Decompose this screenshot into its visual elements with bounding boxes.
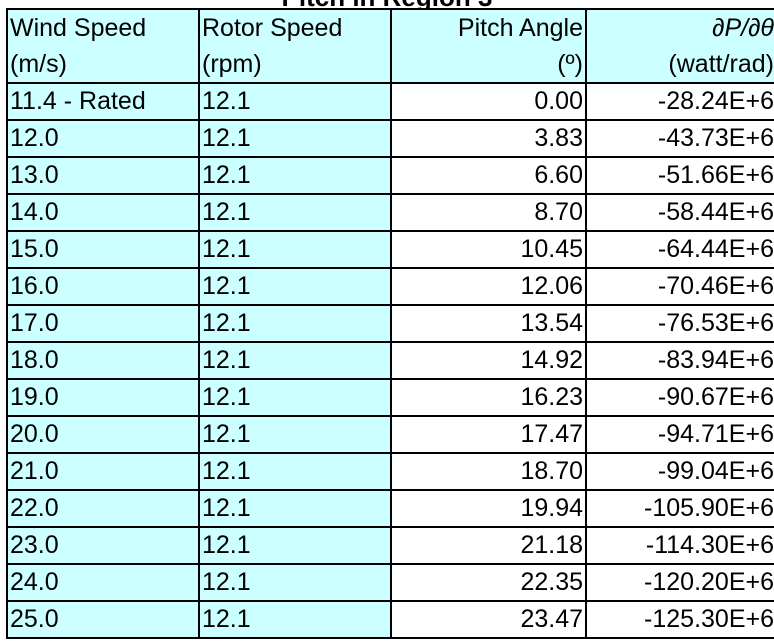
dp-dtheta-cell: -99.04E+6 [585,452,774,491]
wind-speed-cell: 25.0 [6,600,200,639]
table-row: 25.0 12.1 23.47 -125.30E+6 [6,600,774,639]
table-row: 18.0 12.1 14.92 -83.94E+6 [6,341,774,380]
dp-dtheta-cell: -58.44E+6 [585,193,774,232]
pitch-angle-cell: 17.47 [390,415,587,454]
pitch-angle-cell: 14.92 [390,341,587,380]
rotor-speed-cell: 12.1 [198,378,392,417]
table-row: 24.0 12.1 22.35 -120.20E+6 [6,563,774,602]
header-unit: (m/s) [10,50,67,78]
header-row: Wind Speed (m/s) Rotor Speed (rpm) Pitch A… [6,8,774,84]
table-row: 11.4 - Rated 12.1 0.00 -28.24E+6 [6,82,774,121]
header-label: Pitch Angle [457,14,583,42]
wind-speed-cell: 19.0 [6,378,200,417]
table-row: 15.0 12.1 10.45 -64.44E+6 [6,230,774,269]
table-row: 13.0 12.1 6.60 -51.66E+6 [6,156,774,195]
wind-speed-cell: 15.0 [6,230,200,269]
table-row: 20.0 12.1 17.47 -94.71E+6 [6,415,774,454]
header-pitch-angle: Pitch Angle (º) [390,8,587,84]
rotor-speed-cell: 12.1 [198,563,392,602]
dp-dtheta-cell: -76.53E+6 [585,304,774,343]
wind-speed-cell: 12.0 [6,119,200,158]
rotor-speed-cell: 12.1 [198,156,392,195]
table-row: 19.0 12.1 16.23 -90.67E+6 [6,378,774,417]
rotor-speed-cell: 12.1 [198,489,392,528]
dp-dtheta-cell: -28.24E+6 [585,82,774,121]
rotor-speed-cell: 12.1 [198,341,392,380]
rotor-speed-cell: 12.1 [198,230,392,269]
rotor-speed-cell: 12.1 [198,452,392,491]
pitch-angle-cell: 23.47 [390,600,587,639]
header-unit: (rpm) [202,50,262,78]
pitch-angle-cell: 13.54 [390,304,587,343]
header-label: ∂P/∂θ [712,14,774,42]
pitch-angle-cell: 8.70 [390,193,587,232]
dp-dtheta-cell: -51.66E+6 [585,156,774,195]
dp-dtheta-cell: -64.44E+6 [585,230,774,269]
pitch-angle-cell: 19.94 [390,489,587,528]
wind-speed-cell: 14.0 [6,193,200,232]
wind-speed-cell: 22.0 [6,489,200,528]
wind-speed-cell: 20.0 [6,415,200,454]
table-title: Pitch in Region 3 [0,0,774,10]
table-row: 23.0 12.1 21.18 -114.30E+6 [6,526,774,565]
rotor-speed-cell: 12.1 [198,119,392,158]
header-rotor-speed: Rotor Speed (rpm) [198,8,392,84]
header-unit: (watt/rad) [668,50,774,78]
rotor-speed-cell: 12.1 [198,526,392,565]
dp-dtheta-cell: -105.90E+6 [585,489,774,528]
dp-dtheta-cell: -43.73E+6 [585,119,774,158]
table-row: 16.0 12.1 12.06 -70.46E+6 [6,267,774,306]
header-dp-dtheta: ∂P/∂θ (watt/rad) [585,8,774,84]
wind-speed-cell: 11.4 - Rated [6,82,200,121]
pitch-angle-cell: 6.60 [390,156,587,195]
dp-dtheta-cell: -120.20E+6 [585,563,774,602]
header-label: Rotor Speed [202,14,343,42]
pitch-angle-cell: 12.06 [390,267,587,306]
pitch-angle-cell: 3.83 [390,119,587,158]
header-wind-speed: Wind Speed (m/s) [6,8,200,84]
table-row: 22.0 12.1 19.94 -105.90E+6 [6,489,774,528]
rotor-speed-cell: 12.1 [198,600,392,639]
pitch-angle-cell: 16.23 [390,378,587,417]
wind-speed-cell: 13.0 [6,156,200,195]
pitch-angle-cell: 18.70 [390,452,587,491]
rotor-speed-cell: 12.1 [198,304,392,343]
pitch-angle-cell: 10.45 [390,230,587,269]
wind-speed-cell: 17.0 [6,304,200,343]
table-row: 12.0 12.1 3.83 -43.73E+6 [6,119,774,158]
wind-speed-cell: 18.0 [6,341,200,380]
rotor-speed-cell: 12.1 [198,415,392,454]
pitch-angle-cell: 22.35 [390,563,587,602]
rotor-speed-cell: 12.1 [198,267,392,306]
dp-dtheta-cell: -125.30E+6 [585,600,774,639]
dp-dtheta-cell: -114.30E+6 [585,526,774,565]
pitch-angle-cell: 21.18 [390,526,587,565]
table-row: 14.0 12.1 8.70 -58.44E+6 [6,193,774,232]
dp-dtheta-cell: -94.71E+6 [585,415,774,454]
wind-speed-cell: 21.0 [6,452,200,491]
header-label: Wind Speed [10,14,147,42]
table-row: 17.0 12.1 13.54 -76.53E+6 [6,304,774,343]
dp-dtheta-cell: -70.46E+6 [585,267,774,306]
rotor-speed-cell: 12.1 [198,193,392,232]
wind-speed-cell: 24.0 [6,563,200,602]
dp-dtheta-cell: -83.94E+6 [585,341,774,380]
header-unit: (º) [557,50,583,78]
pitch-angle-cell: 0.00 [390,82,587,121]
pitch-table: Wind Speed (m/s) Rotor Speed (rpm) Pitch A… [6,8,774,639]
table-row: 21.0 12.1 18.70 -99.04E+6 [6,452,774,491]
dp-dtheta-cell: -90.67E+6 [585,378,774,417]
wind-speed-cell: 23.0 [6,526,200,565]
rotor-speed-cell: 12.1 [198,82,392,121]
wind-speed-cell: 16.0 [6,267,200,306]
